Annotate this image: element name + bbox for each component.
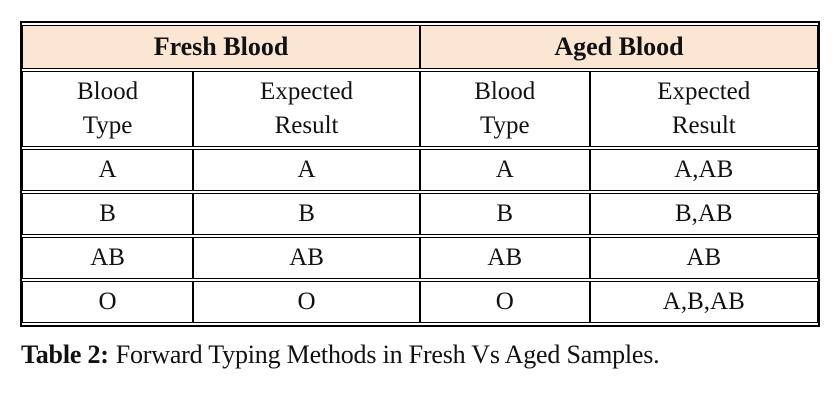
cell-fresh-result-o: O [193, 281, 420, 323]
table-row-ab: AB AB AB AB [22, 237, 818, 279]
cell-fresh-result-b: B [193, 193, 420, 235]
cell-aged-type-a: A [419, 149, 590, 191]
cell-aged-type-ab: AB [419, 237, 590, 279]
blood-typing-table-frame: Fresh Blood Aged Blood Blood Type Expect… [20, 21, 820, 327]
col-header-aged-expected-result: Expected Result [589, 71, 818, 147]
cell-fresh-type-ab: AB [22, 237, 194, 279]
cell-aged-result-o: A,B,AB [589, 281, 818, 323]
cell-fresh-type-a: A [22, 149, 194, 191]
cell-fresh-type-b: B [22, 193, 194, 235]
table-caption: Table 2: Forward Typing Methods in Fresh … [20, 340, 820, 370]
group-header-aged-blood: Aged Blood [419, 25, 818, 69]
cell-aged-result-b: B,AB [589, 193, 818, 235]
table-caption-text: Forward Typing Methods in Fresh Vs Aged … [115, 340, 660, 369]
cell-aged-result-ab: AB [589, 237, 818, 279]
group-header-fresh-blood: Fresh Blood [22, 25, 420, 69]
blood-typing-table: Fresh Blood Aged Blood Blood Type Expect… [22, 23, 818, 325]
col-header-fresh-blood-type: Blood Type [22, 71, 194, 147]
col-header-aged-blood-type: Blood Type [419, 71, 590, 147]
cell-fresh-type-o: O [22, 281, 194, 323]
table-row-b: B B B B,AB [22, 193, 818, 235]
cell-fresh-result-a: A [193, 149, 420, 191]
group-header-row: Fresh Blood Aged Blood [22, 25, 818, 69]
cell-aged-type-b: B [419, 193, 590, 235]
cell-aged-type-o: O [419, 281, 590, 323]
table-row-o: O O O A,B,AB [22, 281, 818, 323]
sub-header-row: Blood Type Expected Result Blood Type Ex… [22, 71, 818, 147]
cell-aged-result-a: A,AB [589, 149, 818, 191]
table-row-a: A A A A,AB [22, 149, 818, 191]
col-header-fresh-expected-result: Expected Result [193, 71, 420, 147]
cell-fresh-result-ab: AB [193, 237, 420, 279]
table-caption-label: Table 2: [21, 340, 109, 369]
